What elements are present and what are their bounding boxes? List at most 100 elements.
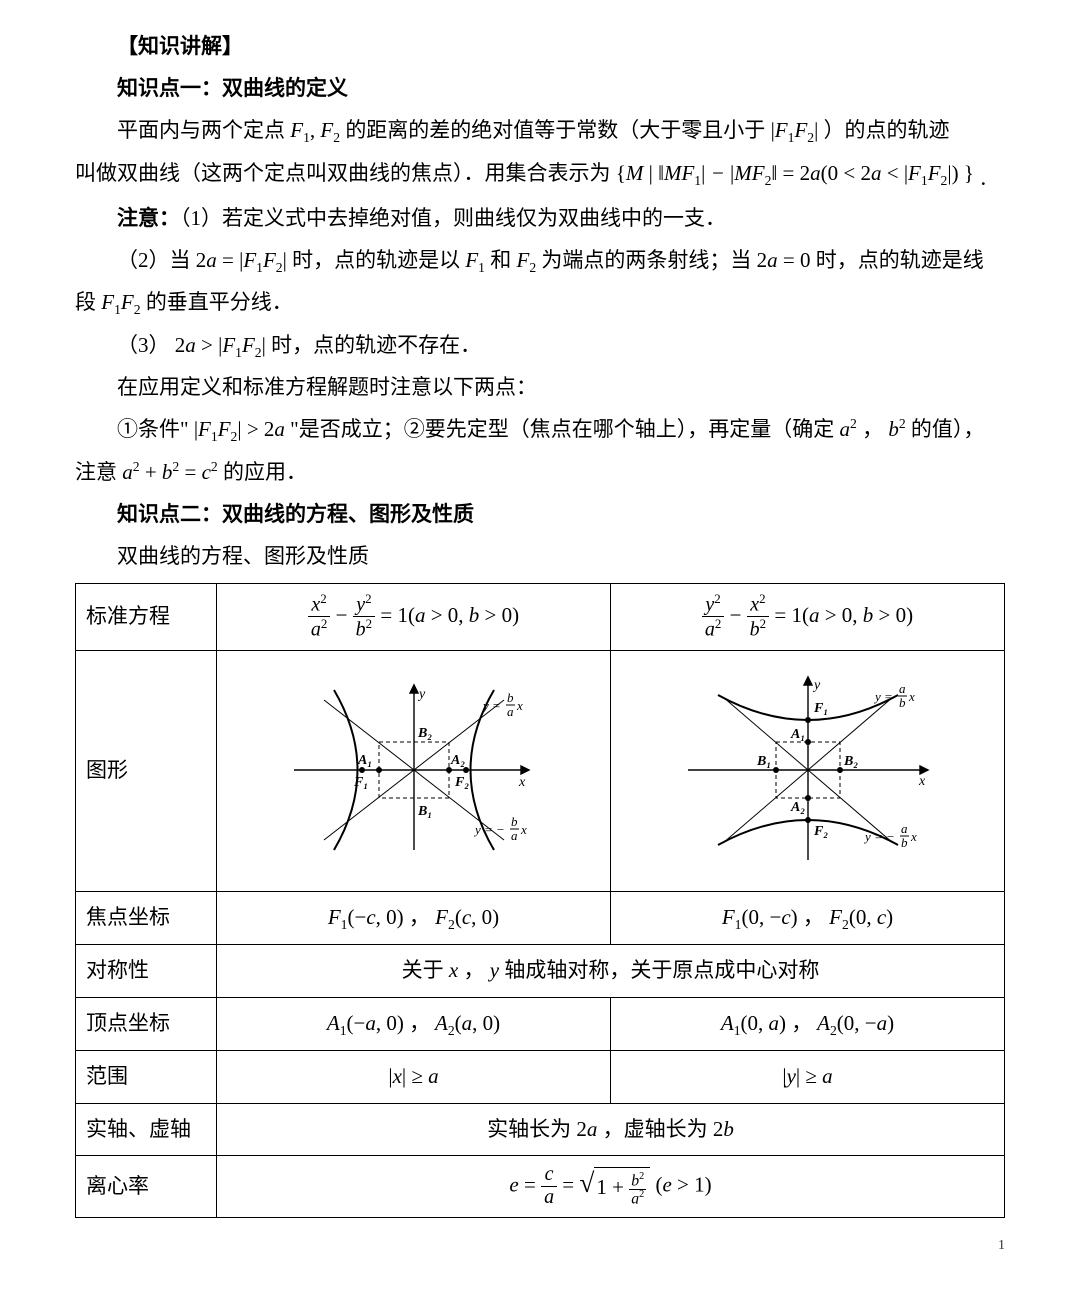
t: ①条件" [117, 417, 189, 441]
hdr: 范围 [76, 1051, 217, 1104]
vertex-h: A1(−a, 0) ， A2(a, 0) [217, 997, 611, 1050]
t: 的距离的差的绝对值等于常数（大于零且小于 [345, 118, 765, 142]
svg-text:b: b [901, 835, 908, 850]
note-2-l1: （2）当 2a = |F1F2| 时，点的轨迹是以 F1 和 F2 为端点的两条… [75, 239, 1005, 282]
apply-line1: ①条件" |F1F2| > 2a "是否成立；②要先定型（焦点在哪个轴上），再定… [75, 408, 1005, 451]
hdr: 图形 [76, 650, 217, 891]
range-v: |y| ≥ a [611, 1051, 1005, 1104]
figure-horizontal: xy B₂ B₁ A₁ A₂ F₁ F₂ y = b a x y [217, 650, 611, 891]
symmetry-text: 关于 x ， y 轴成轴对称，关于原点成中心对称 [217, 944, 1005, 997]
hdr: 离心率 [76, 1156, 217, 1218]
t: （2）当 [117, 248, 191, 272]
hyperbola-vertical-svg: xy F₁ F₂ A₁ A₂ B₁ B₂ y = a b x y [673, 665, 943, 865]
svg-text:a: a [507, 704, 514, 719]
eccentricity-expr: e = ca = √ 1 + b2a2 (e > 1) [217, 1156, 1005, 1218]
svg-text:B₂: B₂ [417, 726, 432, 741]
svg-text:A₂: A₂ [790, 800, 805, 815]
m: |F1F2| > 2a [194, 417, 285, 441]
t: 实轴长为 [487, 1117, 571, 1141]
svg-text:F₁: F₁ [813, 701, 828, 716]
t: 和 [490, 248, 511, 272]
svg-text:A₁: A₁ [357, 753, 372, 768]
frac: ca [541, 1164, 557, 1209]
t: 时，点的轨迹是以 [292, 248, 460, 272]
svg-text:F₁: F₁ [353, 775, 368, 790]
svg-text:y = −: y = − [473, 822, 505, 837]
math-F1F2-pts: F1, F2 [290, 118, 340, 142]
document-page: 【知识讲解】 知识点一：双曲线的定义 平面内与两个定点 F1, F2 的距离的差… [0, 0, 1080, 1290]
note-1: 注意：（1）若定义式中去掉绝对值，则曲线仅为双曲线中的一支． [75, 197, 1005, 239]
svg-text:y: y [812, 678, 821, 693]
frac: y2a2 [702, 592, 724, 642]
definition-para-l1: 平面内与两个定点 F1, F2 的距离的差的绝对值等于常数（大于零且小于 |F1… [75, 109, 1005, 152]
m: 2a = 0 [757, 248, 811, 272]
period: ． [979, 169, 997, 189]
math-set-def: {M | ‖MF1| − |MF2‖ = 2a(0 < 2a < |F1F2|)… [616, 161, 979, 185]
t: "是否成立；②要先定型（焦点在哪个轴上），再定量（确定 [290, 417, 834, 441]
m: a2 [840, 417, 857, 441]
note-3: （3） 2a > |F1F2| 时，点的轨迹不存在． [75, 324, 1005, 367]
t: （3） [117, 333, 170, 357]
svg-text:a: a [899, 681, 906, 696]
svg-text:B₁: B₁ [756, 754, 771, 769]
svg-text:x: x [516, 698, 523, 713]
t: 注意 [75, 460, 117, 484]
t: 段 [75, 290, 96, 314]
t: （1）若定义式中去掉绝对值，则曲线仅为双曲线中的一支． [180, 206, 726, 230]
hdr: 实轴、虚轴 [76, 1103, 217, 1156]
svg-text:A₂: A₂ [450, 753, 465, 768]
svg-text:x: x [518, 775, 526, 790]
t: 关于 [402, 958, 444, 982]
frac: x2b2 [747, 592, 769, 642]
t: 时，点的轨迹是线 [816, 248, 984, 272]
row-figure: 图形 [76, 650, 1005, 891]
m: F2 [517, 248, 537, 272]
frac: y2b2 [353, 592, 375, 642]
svg-text:B₂: B₂ [843, 754, 858, 769]
svg-text:a: a [511, 828, 518, 843]
t: ）的点的轨迹 [824, 118, 950, 142]
svg-text:x: x [908, 689, 915, 704]
eq-vertical: y2a2 − x2b2 = 1(a > 0, b > 0) [611, 583, 1005, 650]
math-absF1F2: |F1F2| [771, 118, 819, 142]
properties-table: 标准方程 x2a2 − y2b2 = 1(a > 0, b > 0) y2a2 … [75, 583, 1005, 1219]
m: a2 + b2 = c2 [122, 460, 218, 484]
axis-text: 实轴长为 2a ，虚轴长为 2b [217, 1103, 1005, 1156]
svg-text:F₂: F₂ [813, 824, 828, 839]
svg-text:B₁: B₁ [417, 804, 432, 819]
t: 轴成轴对称，关于原点成中心对称 [504, 958, 819, 982]
svg-text:A₁: A₁ [790, 727, 805, 742]
focus-v: F1(0, −c) ， F2(0, c) [611, 891, 1005, 944]
svg-text:y =: y = [481, 698, 501, 713]
eq-horizontal: x2a2 − y2b2 = 1(a > 0, b > 0) [217, 583, 611, 650]
range-h: |x| ≥ a [217, 1051, 611, 1104]
apply-intro: 在应用定义和标准方程解题时注意以下两点： [75, 366, 1005, 408]
focus-h: F1(−c, 0) ， F2(c, 0) [217, 891, 611, 944]
vertex-v: A1(0, a) ， A2(0, −a) [611, 997, 1005, 1050]
page-number: 1 [75, 1232, 1005, 1260]
row-vertex: 顶点坐标 A1(−a, 0) ， A2(a, 0) A1(0, a) ， A2(… [76, 997, 1005, 1050]
definition-para-l2: 叫做双曲线（这两个定点叫双曲线的焦点）．用集合表示为 {M | ‖MF1| − … [75, 152, 1005, 197]
note-label: 注意： [117, 206, 180, 230]
hdr: 顶点坐标 [76, 997, 217, 1050]
hdr: 焦点坐标 [76, 891, 217, 944]
row-focus: 焦点坐标 F1(−c, 0) ， F2(c, 0) F1(0, −c) ， F2… [76, 891, 1005, 944]
figure-vertical: xy F₁ F₂ A₁ A₂ B₁ B₂ y = a b x y [611, 650, 1005, 891]
m: 2a > |F1F2| [175, 333, 266, 357]
heading-p1: 知识点一：双曲线的定义 [75, 67, 1005, 109]
note-2-l2: 段 F1F2 的垂直平分线． [75, 281, 1005, 324]
hdr: 标准方程 [76, 583, 217, 650]
svg-text:x: x [520, 822, 527, 837]
t: ，虚轴长为 [603, 1117, 708, 1141]
svg-text:y =: y = [873, 689, 893, 704]
heading-p2: 知识点二：双曲线的方程、图形及性质 [75, 493, 1005, 535]
heading-main: 【知识讲解】 [75, 25, 1005, 67]
m: b2 [888, 417, 905, 441]
m: F1F2 [101, 290, 140, 314]
t: ， [862, 417, 883, 441]
svg-text:b: b [899, 695, 906, 710]
svg-text:y: y [417, 687, 426, 702]
m: 2a = |F1F2| [196, 248, 287, 272]
svg-text:F₂: F₂ [454, 775, 469, 790]
p2-sub: 双曲线的方程、图形及性质 [75, 535, 1005, 577]
